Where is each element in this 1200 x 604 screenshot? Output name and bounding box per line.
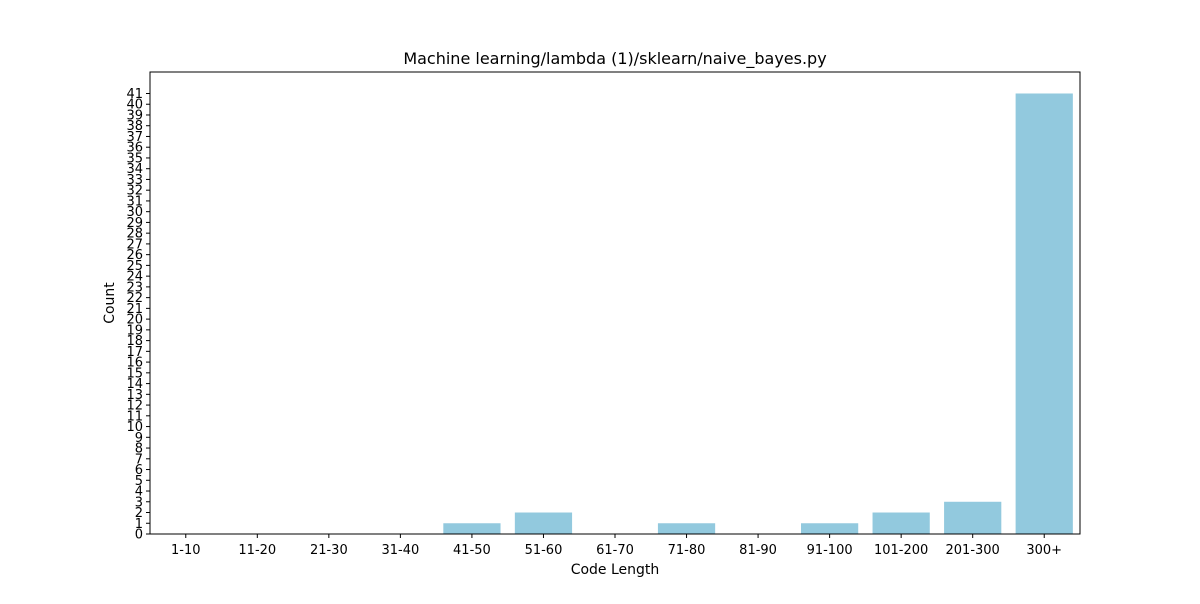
- bar-300+: [1015, 93, 1073, 534]
- y-tick-label: 28: [126, 227, 143, 242]
- x-tick-label: 300+: [1026, 543, 1062, 558]
- y-tick-label: 26: [126, 248, 143, 263]
- x-axis-ticks: 1-10 11-20 21-30 31-40 41-50 51-60 61-70 71-80 8…: [171, 534, 1062, 558]
- x-tick-label: 71-80: [668, 543, 706, 558]
- y-tick-label: 41: [126, 87, 143, 102]
- x-tick-label: 51-60: [525, 543, 563, 558]
- plot-frame: [149, 71, 1081, 535]
- y-axis-ticks: 0123456789101112131415161718192021222324…: [126, 87, 150, 543]
- y-tick-label: 3: [135, 495, 143, 510]
- chart-title: Machine learning/lambda (1)/sklearn/naiv…: [403, 49, 826, 69]
- x-tick-label: 1-10: [171, 543, 201, 558]
- y-tick-label: 1: [135, 517, 143, 532]
- y-tick-label: 21: [126, 302, 143, 317]
- x-tick-label: 101-200: [874, 543, 928, 558]
- x-tick-label: 201-300: [946, 543, 1000, 558]
- y-tick-label: 35: [126, 151, 143, 166]
- y-tick-label: 27: [126, 237, 143, 252]
- bars-layer: [443, 93, 1073, 534]
- y-tick-label: 4: [135, 485, 143, 500]
- y-tick-label: 22: [126, 291, 143, 306]
- x-axis-label: Code Length: [571, 562, 660, 578]
- bar-101-200: [872, 512, 930, 534]
- y-tick-label: 11: [126, 409, 143, 424]
- y-tick-label: 8: [135, 442, 143, 457]
- x-tick-label: 81-90: [739, 543, 777, 558]
- y-tick-label: 6: [135, 463, 143, 478]
- y-tick-label: 31: [126, 194, 143, 209]
- y-tick-label: 13: [126, 388, 143, 403]
- y-tick-label: 34: [126, 162, 143, 177]
- y-tick-label: 18: [126, 334, 143, 349]
- y-tick-label: 10: [126, 420, 143, 435]
- x-tick-label: 21-30: [310, 543, 348, 558]
- y-tick-label: 39: [126, 108, 143, 123]
- x-tick-label: 61-70: [596, 543, 634, 558]
- y-tick-label: 2: [135, 506, 143, 521]
- y-tick-label: 14: [126, 377, 143, 392]
- y-tick-label: 17: [126, 345, 143, 360]
- y-tick-label: 7: [135, 452, 143, 467]
- y-tick-label: 19: [126, 323, 143, 338]
- bar-91-100: [801, 523, 859, 534]
- y-tick-label: 38: [126, 119, 143, 134]
- y-tick-label: 9: [135, 431, 143, 446]
- y-tick-label: 30: [126, 205, 143, 220]
- y-axis-label: Count: [102, 282, 118, 324]
- bar-71-80: [657, 523, 716, 534]
- y-tick-label: 29: [126, 216, 143, 231]
- x-tick-label: 11-20: [238, 543, 276, 558]
- x-tick-label: 41-50: [453, 543, 491, 558]
- x-tick-label: 91-100: [807, 543, 853, 558]
- y-tick-label: 20: [126, 313, 143, 328]
- y-tick-label: 25: [126, 259, 143, 274]
- y-tick-label: 32: [126, 184, 143, 199]
- y-tick-label: 33: [126, 173, 143, 188]
- bar-51-60: [514, 512, 573, 534]
- y-tick-label: 36: [126, 141, 143, 156]
- y-tick-label: 16: [126, 356, 143, 371]
- y-tick-label: 0: [135, 528, 143, 543]
- y-tick-label: 37: [126, 130, 143, 145]
- y-tick-label: 5: [135, 474, 143, 489]
- y-tick-label: 40: [126, 98, 143, 113]
- x-tick-label: 31-40: [381, 543, 419, 558]
- bar-41-50: [443, 523, 501, 534]
- bar-201-300: [944, 501, 1002, 534]
- y-tick-label: 24: [126, 270, 143, 285]
- y-tick-label: 12: [126, 399, 143, 414]
- y-tick-label: 23: [126, 280, 143, 295]
- y-tick-label: 15: [126, 366, 143, 381]
